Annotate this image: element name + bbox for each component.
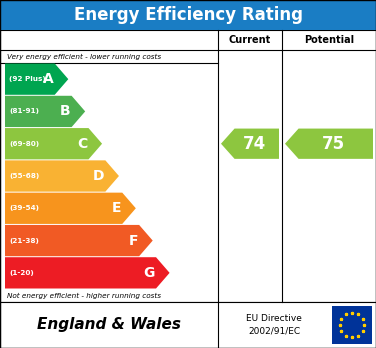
Polygon shape — [285, 128, 373, 159]
Text: Very energy efficient - lower running costs: Very energy efficient - lower running co… — [7, 54, 161, 60]
Bar — [332, 306, 372, 344]
Text: D: D — [93, 169, 105, 183]
Text: (92 Plus): (92 Plus) — [9, 76, 46, 82]
Text: E: E — [112, 201, 121, 215]
Text: Potential: Potential — [304, 35, 354, 45]
Text: A: A — [43, 72, 54, 86]
Text: Current: Current — [229, 35, 271, 45]
Text: 74: 74 — [243, 135, 266, 153]
Polygon shape — [5, 96, 85, 127]
Text: (39-54): (39-54) — [9, 205, 39, 211]
Polygon shape — [5, 257, 170, 288]
Text: (81-91): (81-91) — [9, 109, 39, 114]
Text: (1-20): (1-20) — [9, 270, 34, 276]
Polygon shape — [5, 193, 136, 224]
Text: England & Wales: England & Wales — [37, 317, 181, 332]
Text: EU Directive
2002/91/EC: EU Directive 2002/91/EC — [246, 314, 302, 336]
Polygon shape — [5, 128, 102, 159]
Text: (21-38): (21-38) — [9, 238, 39, 244]
Text: Not energy efficient - higher running costs: Not energy efficient - higher running co… — [7, 292, 161, 299]
Text: C: C — [77, 137, 88, 151]
Text: G: G — [144, 266, 155, 280]
Bar — [0, 30, 376, 302]
Text: (55-68): (55-68) — [9, 173, 39, 179]
Bar — [0, 0, 376, 30]
Text: F: F — [129, 234, 138, 247]
Bar — [0, 302, 376, 348]
Polygon shape — [221, 128, 279, 159]
Polygon shape — [5, 160, 119, 192]
Polygon shape — [5, 225, 153, 256]
Polygon shape — [5, 63, 68, 95]
Text: 75: 75 — [322, 135, 345, 153]
Text: B: B — [60, 104, 71, 118]
Text: Energy Efficiency Rating: Energy Efficiency Rating — [73, 6, 303, 24]
Text: (69-80): (69-80) — [9, 141, 39, 147]
